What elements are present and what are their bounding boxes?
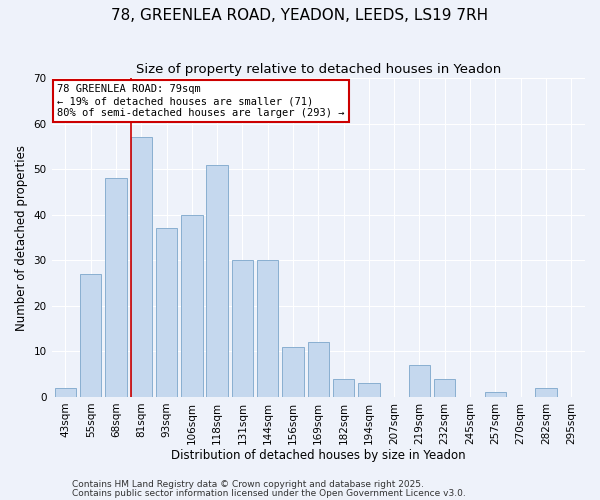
Bar: [206, 164, 228, 397]
Text: 78, GREENLEA ROAD, YEADON, LEEDS, LS19 7RH: 78, GREENLEA ROAD, YEADON, LEEDS, LS19 7…: [112, 8, 488, 22]
Bar: [232, 260, 253, 397]
Y-axis label: Number of detached properties: Number of detached properties: [15, 144, 28, 330]
Bar: [282, 347, 304, 397]
X-axis label: Distribution of detached houses by size in Yeadon: Distribution of detached houses by size …: [171, 450, 466, 462]
Bar: [156, 228, 178, 397]
Bar: [105, 178, 127, 397]
Text: Contains HM Land Registry data © Crown copyright and database right 2025.: Contains HM Land Registry data © Crown c…: [72, 480, 424, 489]
Bar: [55, 388, 76, 397]
Bar: [333, 378, 354, 397]
Bar: [80, 274, 101, 397]
Text: Contains public sector information licensed under the Open Government Licence v3: Contains public sector information licen…: [72, 488, 466, 498]
Bar: [131, 138, 152, 397]
Bar: [434, 378, 455, 397]
Bar: [409, 365, 430, 397]
Text: 78 GREENLEA ROAD: 79sqm
← 19% of detached houses are smaller (71)
80% of semi-de: 78 GREENLEA ROAD: 79sqm ← 19% of detache…: [57, 84, 344, 117]
Bar: [535, 388, 557, 397]
Bar: [358, 384, 380, 397]
Bar: [181, 214, 203, 397]
Title: Size of property relative to detached houses in Yeadon: Size of property relative to detached ho…: [136, 62, 501, 76]
Bar: [257, 260, 278, 397]
Bar: [308, 342, 329, 397]
Bar: [485, 392, 506, 397]
